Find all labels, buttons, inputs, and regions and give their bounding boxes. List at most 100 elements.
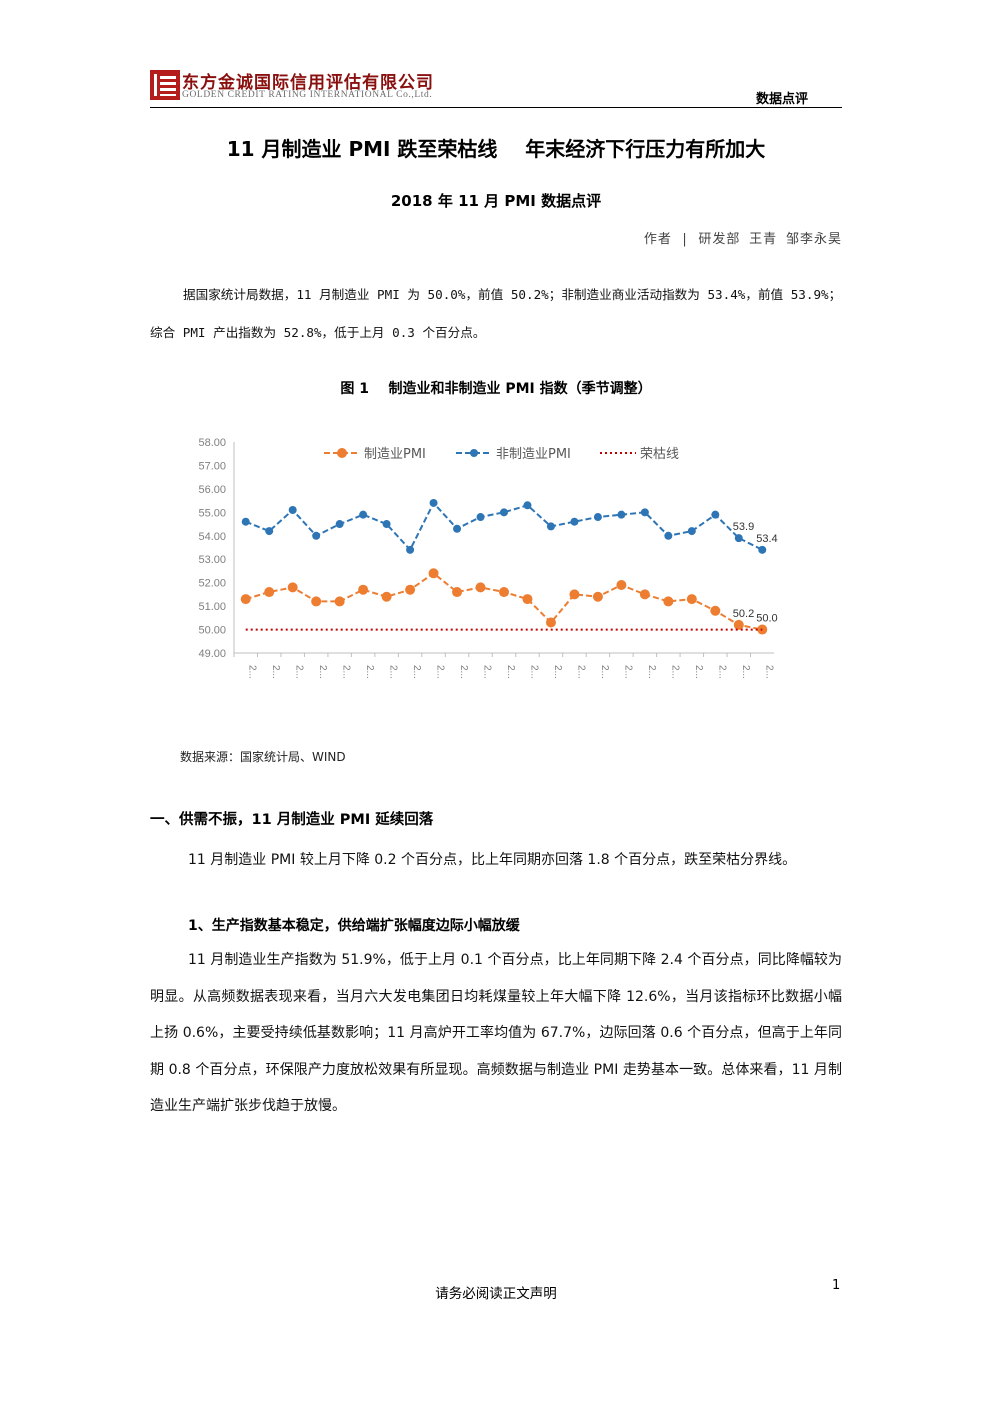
x-tick-label: 2... bbox=[740, 665, 751, 679]
x-tick-label: 2... bbox=[669, 665, 680, 679]
x-tick-label: 2... bbox=[458, 665, 469, 679]
report-type-tag: 数据点评 bbox=[756, 92, 809, 107]
y-tick-label: 57.00 bbox=[198, 460, 226, 472]
data-point bbox=[570, 517, 579, 526]
y-tick-label: 53.00 bbox=[198, 554, 226, 566]
data-point bbox=[311, 596, 322, 607]
y-tick-label: 51.00 bbox=[198, 601, 226, 613]
data-point bbox=[499, 587, 509, 598]
data-label: 50.2 bbox=[733, 608, 754, 620]
y-tick-label: 49.00 bbox=[198, 648, 226, 660]
data-point bbox=[453, 524, 462, 533]
y-tick-label: 55.00 bbox=[198, 507, 226, 519]
figure-caption: 图 1 制造业和非制造业 PMI 指数（季节调整） bbox=[340, 381, 652, 397]
series-line-1 bbox=[245, 501, 763, 552]
data-label: 50.0 bbox=[756, 613, 777, 625]
data-point bbox=[758, 545, 767, 554]
legend-label: 荣枯线 bbox=[640, 447, 679, 462]
x-tick-label: 2... bbox=[622, 665, 633, 679]
data-point bbox=[475, 582, 486, 593]
data-point bbox=[639, 589, 650, 600]
y-tick-label: 58.00 bbox=[198, 437, 226, 449]
data-point bbox=[429, 498, 438, 507]
x-tick-label: 2... bbox=[435, 665, 446, 679]
data-point bbox=[241, 517, 250, 526]
data-point bbox=[711, 510, 720, 519]
data-label: 53.9 bbox=[733, 521, 754, 533]
x-tick-label: 2... bbox=[247, 665, 258, 679]
x-tick-label: 2... bbox=[528, 665, 539, 679]
data-point bbox=[592, 591, 603, 602]
legend-label: 非制造业PMI bbox=[496, 447, 571, 462]
data-point bbox=[382, 520, 391, 529]
data-point bbox=[428, 568, 439, 579]
data-source: 数据来源：国家统计局、WIND bbox=[180, 750, 346, 764]
section-paragraph: 11 月制造业 PMI 较上月下降 0.2 个百分点，比上年同期亦回落 1.8 … bbox=[188, 852, 797, 868]
x-tick-label: 2... bbox=[411, 665, 422, 679]
x-tick-label: 2... bbox=[364, 665, 375, 679]
data-point bbox=[452, 587, 463, 598]
x-tick-label: 2... bbox=[763, 665, 774, 679]
x-tick-label: 2... bbox=[716, 665, 727, 679]
intro-paragraph: 据国家统计局数据，11 月制造业 PMI 为 50.0%，前值 50.2%；非制… bbox=[150, 287, 842, 340]
x-tick-label: 2... bbox=[270, 665, 281, 679]
legend-marker bbox=[337, 448, 347, 458]
x-tick-label: 2... bbox=[482, 665, 493, 679]
data-point bbox=[522, 594, 533, 605]
subsection-paragraph: 11 月制造业生产指数为 51.9%，低于上月 0.1 个百分点，比上年同期下降… bbox=[150, 952, 842, 1114]
page-subtitle: 2018 年 11 月 PMI 数据点评 bbox=[390, 192, 602, 210]
x-tick-label: 2... bbox=[599, 665, 610, 679]
data-point bbox=[312, 531, 321, 540]
x-tick-label: 2... bbox=[388, 665, 399, 679]
x-tick-label: 2... bbox=[505, 665, 516, 679]
company-name-en: GOLDEN CREDIT RATING INTERNATIONAL Co.,L… bbox=[182, 90, 433, 100]
data-point bbox=[240, 594, 251, 605]
legend-marker bbox=[470, 449, 478, 457]
data-point bbox=[358, 584, 369, 595]
y-tick-label: 54.00 bbox=[198, 531, 226, 543]
data-point bbox=[664, 531, 673, 540]
x-tick-label: 2... bbox=[341, 665, 352, 679]
x-tick-label: 2... bbox=[575, 665, 586, 679]
data-point bbox=[381, 591, 392, 602]
subsection-heading: 1、生产指数基本稳定，供给端扩张幅度边际小幅放缓 bbox=[188, 918, 520, 934]
data-point bbox=[617, 510, 626, 519]
section-heading: 一、供需不振，11 月制造业 PMI 延续回落 bbox=[150, 812, 434, 828]
page-number: 1 bbox=[832, 1278, 841, 1293]
data-point bbox=[616, 580, 627, 591]
data-point bbox=[686, 594, 697, 605]
y-tick-label: 50.00 bbox=[198, 625, 226, 637]
data-point bbox=[640, 508, 649, 517]
data-label: 53.4 bbox=[756, 533, 777, 545]
footer-disclaimer: 请务必阅读正文声明 bbox=[435, 1286, 557, 1302]
data-point bbox=[359, 510, 368, 519]
data-point bbox=[476, 513, 485, 522]
y-tick-label: 52.00 bbox=[198, 578, 226, 590]
data-point bbox=[569, 589, 580, 600]
x-tick-label: 2... bbox=[646, 665, 657, 679]
data-point bbox=[287, 582, 298, 593]
author-line: 作者 | 研发部 王青 邹李永昊 bbox=[643, 232, 842, 247]
data-point bbox=[265, 527, 274, 536]
x-tick-label: 2... bbox=[294, 665, 305, 679]
data-point bbox=[733, 619, 744, 630]
data-point bbox=[710, 605, 721, 616]
header-divider bbox=[150, 107, 842, 108]
data-point bbox=[734, 534, 743, 543]
data-point bbox=[687, 527, 696, 536]
data-point bbox=[523, 501, 532, 510]
data-point bbox=[335, 520, 344, 529]
pmi-line-chart: 49.00 50.00 51.00 52.00 53.00 54.00 55.00 56.00… bbox=[198, 437, 777, 679]
company-name-cn: 东方金诚国际信用评估有限公司 bbox=[182, 73, 434, 93]
data-point bbox=[334, 596, 345, 607]
legend-label: 制造业PMI bbox=[364, 447, 426, 462]
data-point bbox=[405, 584, 416, 595]
series-line-0 bbox=[245, 572, 763, 631]
company-logo bbox=[150, 70, 180, 100]
data-point bbox=[500, 508, 508, 517]
data-point bbox=[288, 505, 297, 514]
y-tick-label: 56.00 bbox=[198, 484, 226, 496]
data-point bbox=[593, 513, 602, 522]
x-tick-label: 2... bbox=[552, 665, 563, 679]
page-title: 11 月制造业 PMI 跌至荣枯线 年末经济下行压力有所加大 bbox=[226, 137, 766, 161]
